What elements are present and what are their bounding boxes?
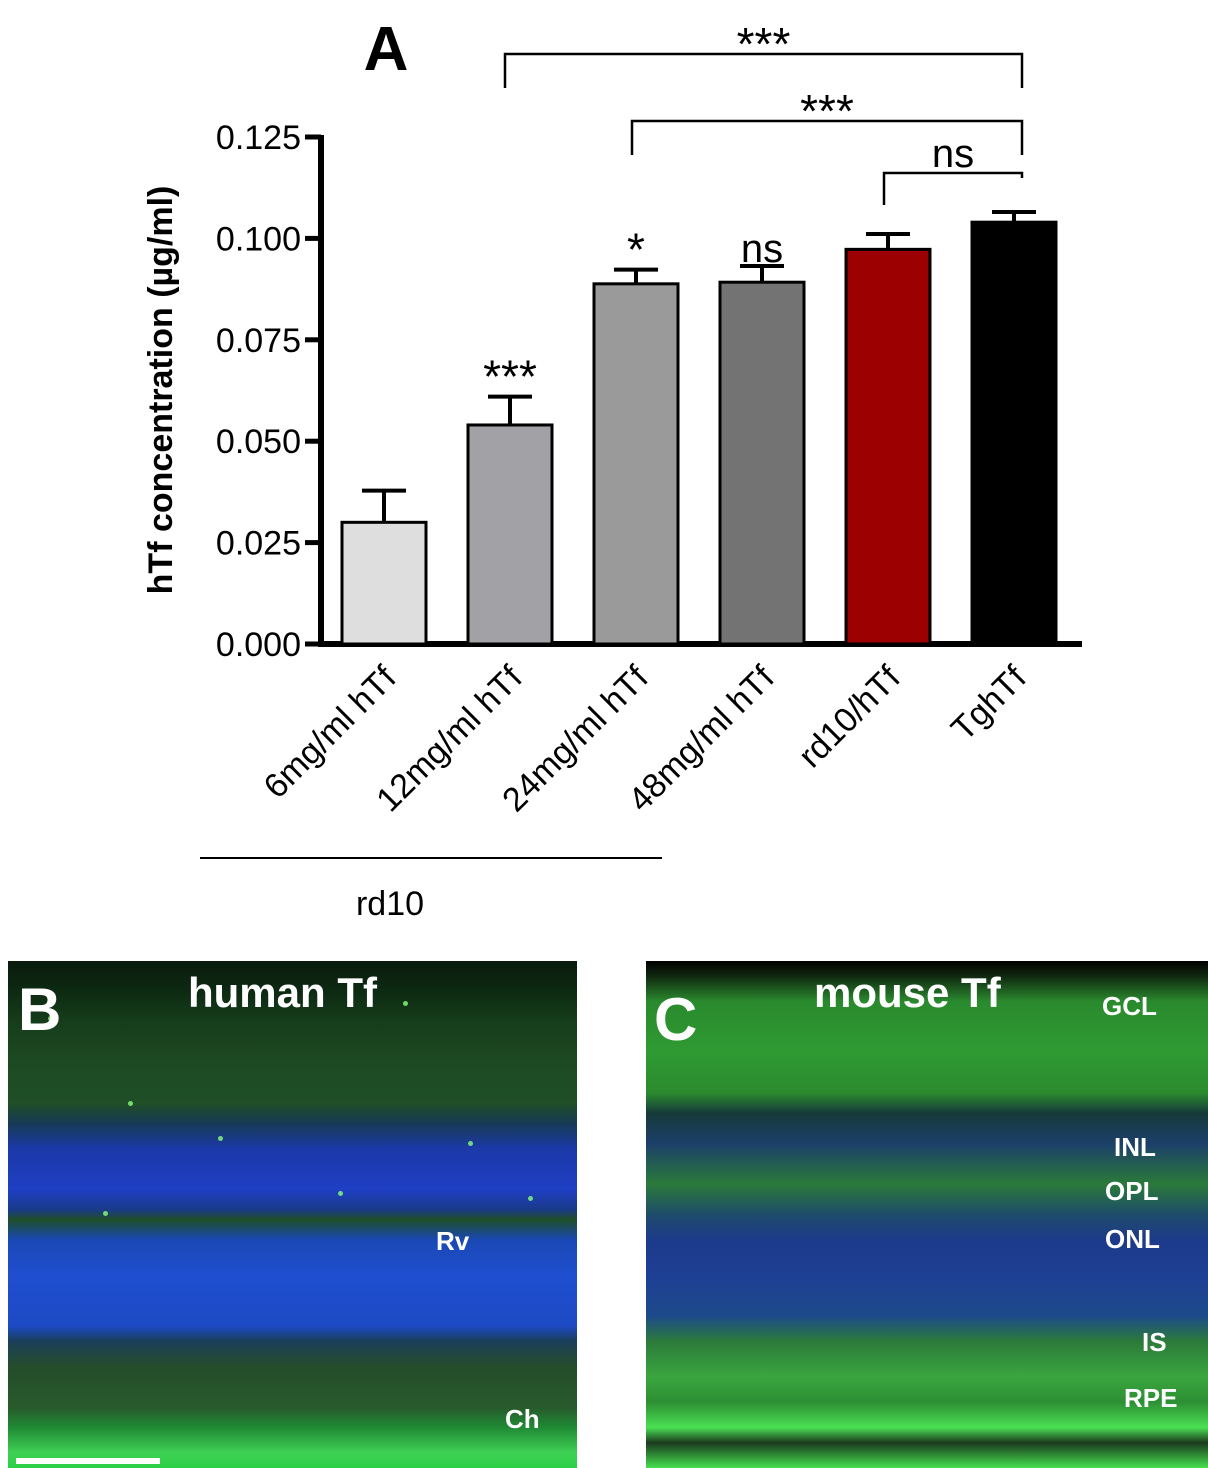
y-tick-label: 0.075 xyxy=(216,322,301,360)
bracket-label: *** xyxy=(800,85,854,137)
bar xyxy=(340,520,428,646)
bar xyxy=(592,282,680,646)
significance-bracket xyxy=(882,171,1024,205)
significance-bracket xyxy=(630,119,1024,155)
panel-letter-b: B xyxy=(18,976,62,1043)
significance-bracket xyxy=(503,52,1024,88)
panel-b-micrograph: B human Tf Rv Ch xyxy=(8,961,577,1468)
panel-letter-c: C xyxy=(654,986,698,1053)
bar xyxy=(718,280,806,646)
bar-annotation: ns xyxy=(741,227,783,271)
label-is: IS xyxy=(1142,1327,1167,1357)
y-tick-label: 0.025 xyxy=(216,525,301,563)
bar xyxy=(970,220,1058,646)
bracket-label: ns xyxy=(932,132,974,176)
label-rpe: RPE xyxy=(1124,1383,1178,1413)
bar xyxy=(466,423,554,646)
panel-c-micrograph: C mouse Tf GCL INL OPL ONL IS RPE xyxy=(646,961,1208,1468)
label-ch: Ch xyxy=(505,1404,540,1434)
panel-b-title: human Tf xyxy=(188,969,377,1016)
bar-chart: A hTf concentration (µg/ml) 0.0000.0250.… xyxy=(142,15,1082,923)
panel-letter-a: A xyxy=(364,15,409,84)
bar xyxy=(844,247,932,646)
y-tick-label: 0.000 xyxy=(216,626,301,664)
y-axis: 0.000 0.025 0.050 0.075 0.100 0.125 xyxy=(216,119,1082,664)
bar-annotation: * xyxy=(627,224,645,276)
label-rv: Rv xyxy=(436,1226,470,1256)
label-gcl: GCL xyxy=(1102,991,1157,1021)
x-tick-label: TghTf xyxy=(944,658,1034,748)
y-tick-label: 0.050 xyxy=(216,423,301,461)
y-tick-label: 0.125 xyxy=(216,119,301,157)
bars: **** ns xyxy=(340,210,1058,646)
group-label: rd10 xyxy=(356,885,424,923)
significance-brackets: ****** ns xyxy=(503,18,1024,205)
y-tick-label: 0.100 xyxy=(216,220,301,258)
label-onl: ONL xyxy=(1105,1224,1160,1254)
scale-bar xyxy=(16,1458,160,1464)
x-tick-label: rd10/hTf xyxy=(791,658,908,775)
bracket-label: *** xyxy=(737,18,791,70)
label-opl: OPL xyxy=(1105,1176,1159,1206)
y-axis-label: hTf concentration (µg/ml) xyxy=(142,186,180,595)
label-inl: INL xyxy=(1114,1132,1156,1162)
bar-annotation: *** xyxy=(483,351,537,403)
panel-c-title: mouse Tf xyxy=(814,969,1001,1016)
